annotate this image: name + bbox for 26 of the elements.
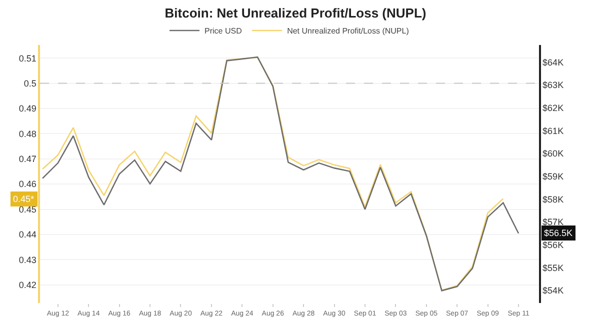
y2-tick-label: $54K xyxy=(542,286,564,296)
text: $56.5K xyxy=(544,228,573,238)
y-tick-label: 0.48 xyxy=(18,128,36,139)
y-tick-label: 0.46 xyxy=(18,179,36,190)
y-tick-label: 0.43 xyxy=(18,254,36,265)
y2-tick-label: $57K xyxy=(542,217,564,228)
y2-tick-label: $58K xyxy=(542,194,564,204)
y2-tick-label: $63K xyxy=(542,80,564,90)
y-tick-label: 0.49 xyxy=(18,104,36,114)
y-tick-label: 0.47 xyxy=(18,154,36,164)
y-tick-label: 0.5 xyxy=(24,78,36,88)
legend-label: Price USD xyxy=(204,26,242,36)
y2-tick-label: $64K xyxy=(542,57,564,68)
y2-tick-label: $61K xyxy=(542,126,564,136)
y2-tick-label: $59K xyxy=(542,171,564,182)
legend-label: Net Unrealized Profit/Loss (NUPL) xyxy=(287,26,410,36)
y2-tick-label: $56K xyxy=(542,240,564,250)
y2-tick-label: $60K xyxy=(542,148,564,159)
y2-tick-label: $55K xyxy=(542,262,564,273)
y-tick-label: 0.51 xyxy=(18,53,36,64)
y-tick-label: 0.45 xyxy=(18,204,36,214)
y-tick-label: 0.44 xyxy=(18,230,36,240)
chart-title: Bitcoin: Net Unrealized Profit/Loss (NUPL) xyxy=(164,5,426,20)
text: 0.45* xyxy=(13,194,35,204)
y2-tick-label: $62K xyxy=(542,102,564,113)
y-tick-label: 0.42 xyxy=(18,280,36,290)
